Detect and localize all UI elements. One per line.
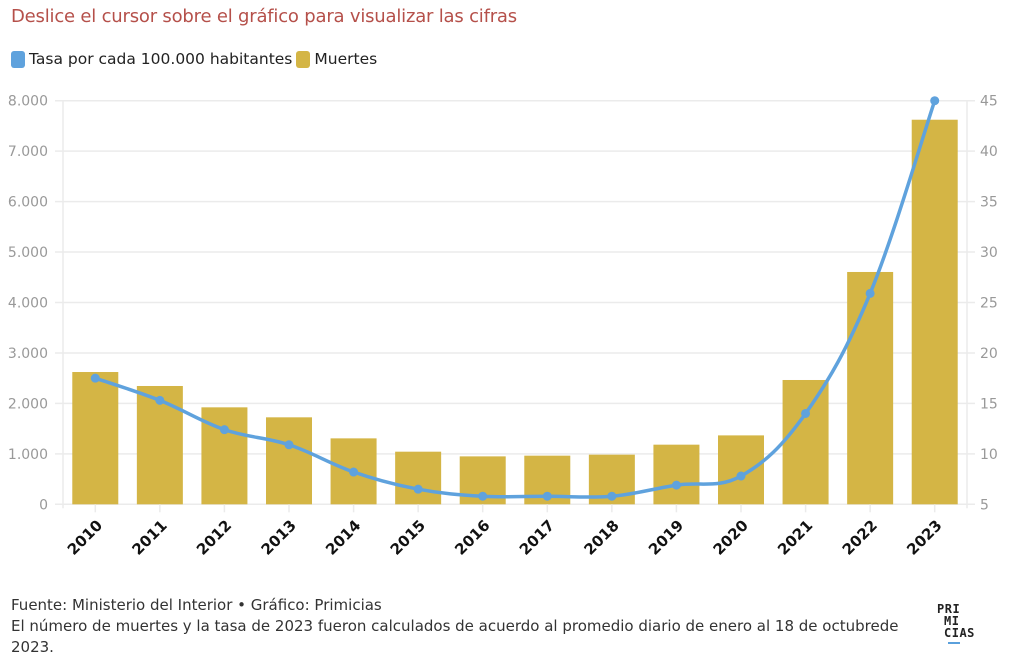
left-axis-tick-label: 0 [39, 497, 48, 513]
left-axis-tick-label: 3.000 [8, 346, 48, 362]
gridlines [55, 99, 975, 506]
bar-2023[interactable] [911, 119, 958, 505]
legend-item-muertes[interactable]: Muertes [296, 50, 377, 68]
right-axis-tick-label: 5 [980, 497, 989, 513]
legend: Tasa por cada 100.000 habitantes Muertes [11, 50, 381, 68]
x-tick-label: 2011 [128, 516, 170, 558]
legend-swatch-muertes-icon [296, 50, 311, 68]
left-axis-tick-label: 2.000 [8, 396, 48, 412]
left-axis-tick-label: 4.000 [8, 296, 48, 312]
x-tick-label: 2016 [451, 516, 493, 558]
x-tick-label: 2023 [903, 516, 945, 558]
tasa-point-2019[interactable] [671, 480, 681, 490]
tasa-point-2017[interactable] [542, 491, 552, 501]
bar-2021[interactable] [782, 379, 829, 505]
right-axis-tick-label: 30 [980, 245, 998, 261]
x-tick-label: 2014 [322, 516, 364, 558]
x-tick-label: 2022 [839, 516, 881, 558]
tasa-point-2022[interactable] [865, 288, 875, 298]
bar-2013[interactable] [266, 417, 312, 505]
tasa-point-2011[interactable] [155, 395, 165, 405]
x-tick-label: 2010 [64, 516, 106, 558]
right-axis: 5 10 15 20 25 30 35 40 45 [966, 94, 998, 513]
right-axis-tick-label: 40 [980, 144, 998, 160]
right-axis-tick-label: 25 [980, 296, 998, 312]
logo-line-3: CIAS [944, 626, 975, 640]
right-axis-tick-label: 15 [980, 396, 998, 412]
bar-series-muertes [72, 119, 958, 505]
tasa-point-2013[interactable] [284, 440, 294, 450]
footer: Fuente: Ministerio del Interior • Gráfic… [11, 595, 931, 658]
x-tick-label: 2019 [645, 516, 687, 558]
tasa-point-2020[interactable] [736, 471, 746, 481]
bar-2010[interactable] [72, 372, 119, 505]
bar-2019[interactable] [653, 444, 700, 505]
left-axis-tick-label: 7.000 [8, 144, 48, 160]
right-axis-tick-label: 35 [980, 195, 998, 211]
chart-title: Deslice el cursor sobre el gráfico para … [11, 6, 517, 27]
tasa-point-2012[interactable] [219, 425, 229, 435]
bar-2015[interactable] [395, 451, 442, 505]
tasa-point-2021[interactable] [801, 408, 811, 418]
right-axis-tick-label: 20 [980, 346, 998, 362]
tasa-point-2015[interactable] [413, 484, 423, 494]
x-tick-label: 2020 [710, 516, 752, 558]
tasa-point-2010[interactable] [90, 373, 100, 383]
legend-label-tasa: Tasa por cada 100.000 habitantes [29, 50, 293, 68]
left-axis-tick-label: 8.000 [8, 94, 48, 110]
legend-swatch-tasa-icon [11, 50, 25, 68]
logo-underline [948, 642, 960, 644]
logo-line-2: MI [944, 614, 960, 628]
right-axis-tick-label: 45 [980, 94, 998, 110]
tasa-point-2016[interactable] [478, 491, 488, 501]
right-axis-tick-label: 10 [980, 447, 998, 463]
x-tick-label: 2015 [387, 516, 429, 558]
tasa-point-2018[interactable] [607, 491, 617, 501]
logo-line-1: PRI [937, 602, 961, 616]
source-text: Fuente: Ministerio del Interior • Gráfic… [11, 596, 382, 614]
x-tick-label: 2017 [516, 516, 558, 558]
note-text: El número de muertes y la tasa de 2023 f… [11, 617, 899, 656]
tasa-point-2023[interactable] [930, 96, 940, 106]
legend-item-tasa[interactable]: Tasa por cada 100.000 habitantes [11, 50, 292, 68]
x-tick-label: 2018 [580, 516, 622, 558]
tasa-point-2014[interactable] [349, 467, 359, 477]
left-axis: 0 1.000 2.000 3.000 4.000 5.000 6.000 7.000 8.00… [8, 94, 64, 513]
left-axis-tick-label: 5.000 [8, 245, 48, 261]
legend-label-muertes: Muertes [314, 50, 378, 68]
x-tick-label: 2013 [258, 516, 300, 558]
primicias-logo: PRI MI CIAS [937, 603, 975, 644]
bar-2020[interactable] [718, 435, 764, 505]
line-series-tasa [90, 96, 940, 501]
left-axis-tick-label: 6.000 [8, 195, 48, 211]
x-tick-label: 2021 [774, 516, 816, 558]
bar-2022[interactable] [847, 271, 894, 505]
combo-chart[interactable]: 0 1.000 2.000 3.000 4.000 5.000 6.000 7.000 8.00… [0, 0, 1023, 590]
x-tick-label: 2012 [193, 516, 235, 558]
x-axis: 2010 2011 2012 2013 2014 2015 2016 2017 2018 2019… [64, 504, 946, 559]
left-axis-tick-label: 1.000 [8, 447, 48, 463]
